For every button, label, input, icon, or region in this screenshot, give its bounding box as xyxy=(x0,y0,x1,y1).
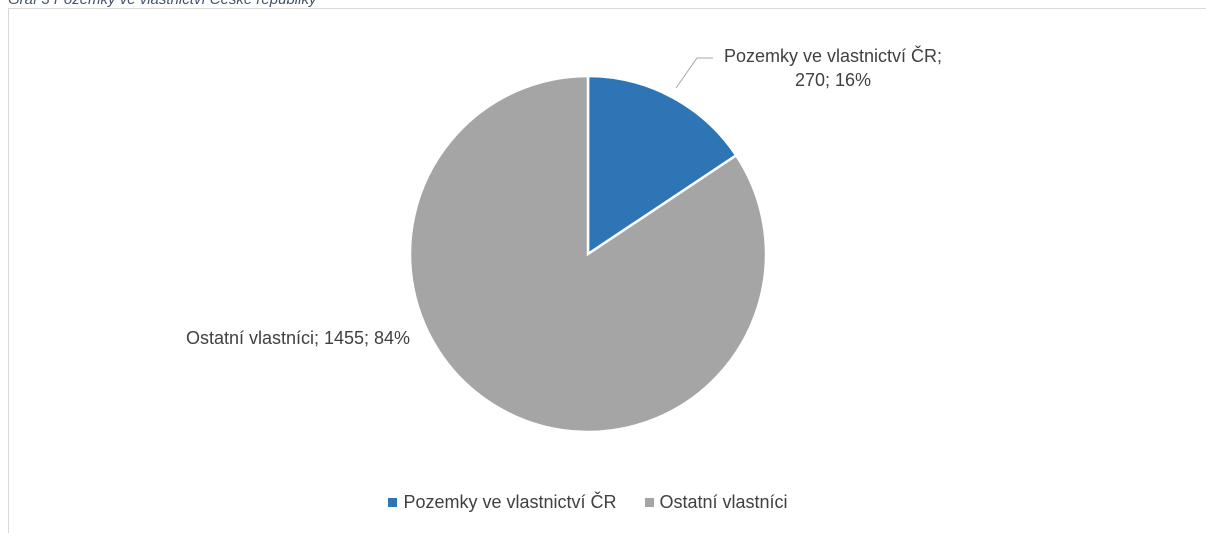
legend-label: Ostatní vlastníci xyxy=(659,492,788,512)
legend-swatch xyxy=(644,498,654,507)
legend-item: Pozemky ve vlastnictví ČR xyxy=(388,492,617,513)
legend: Pozemky ve vlastnictví ČR Ostatní vlastní… xyxy=(0,492,1176,513)
legend-item: Ostatní vlastníci xyxy=(644,492,788,513)
pie-slice xyxy=(408,74,768,434)
leader-line xyxy=(675,57,713,89)
legend-swatch xyxy=(388,498,398,507)
chart-title: Graf 3 Pozemky ve vlastnictví České repu… xyxy=(8,0,316,8)
data-label: Pozemky ve vlastnictví ČR; 270; 16% xyxy=(723,46,943,90)
legend-label: Pozemky ve vlastnictví ČR xyxy=(403,492,617,512)
pie-slice xyxy=(586,74,738,257)
data-label: Ostatní vlastníci; 1455; 84% xyxy=(185,328,411,348)
chart-border xyxy=(8,8,1206,533)
